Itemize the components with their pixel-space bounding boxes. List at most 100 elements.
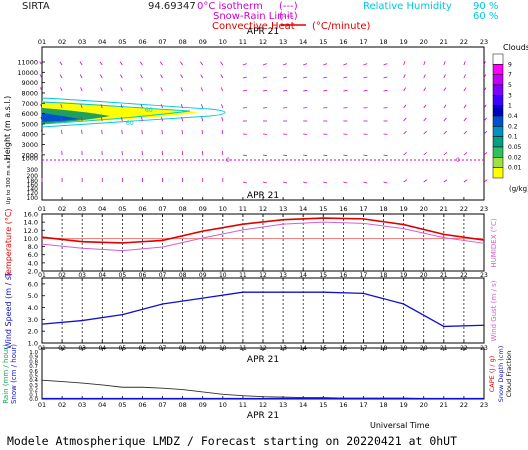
wind-barb xyxy=(140,87,143,92)
cloud-scale-label: 1 xyxy=(508,103,512,110)
cloud-scale-label: 7 xyxy=(508,72,512,79)
hour-tick-label-bottom: 14 xyxy=(299,401,307,409)
wind-barb xyxy=(99,61,103,66)
wind-barb xyxy=(383,76,388,79)
rh-legend-90: 90 % xyxy=(473,1,498,12)
cloud-scale-swatch xyxy=(492,105,504,117)
wind-barb xyxy=(403,117,407,122)
wind-barb xyxy=(303,76,308,79)
rh-legend-label: Relative Humidity xyxy=(363,1,452,12)
hour-tick-label-p2: 04 xyxy=(98,205,106,213)
cloud-scale-swatch xyxy=(492,167,504,179)
wind-barb xyxy=(282,76,288,79)
wind-barb xyxy=(180,61,183,66)
wind-barb xyxy=(100,104,103,109)
wind-barb xyxy=(403,179,408,183)
isotherm-legend-dash: (---) xyxy=(279,1,298,12)
wind-panel: Wind Speed (m / s) Wind Gust (m / s) 1.0… xyxy=(4,272,498,365)
cloud-scale-swatch xyxy=(492,126,504,137)
temperature-tick-label: 16.0 xyxy=(24,211,38,219)
hour-tick-label-top: 16 xyxy=(339,38,347,46)
temperature-axis-label: Temperature (°C) xyxy=(4,208,13,278)
cloud-fraction-axis-label: Cloud Fraction xyxy=(505,351,513,398)
hour-tick-label-top: 05 xyxy=(118,38,126,46)
cloud-scale: Clouds (g/kg) 9 7 5 3 1 0.4 0.2 0.1 0.05 0.02 0.01 xyxy=(492,43,528,193)
hour-tick-label-bottom: 08 xyxy=(178,401,186,409)
height-tick-label: 6000 xyxy=(21,110,38,118)
wind-barb xyxy=(159,61,163,66)
universal-time-label: Universal Time xyxy=(370,421,430,430)
wind-barb xyxy=(403,104,407,109)
wind-barb xyxy=(160,74,163,79)
wind-barb xyxy=(383,154,388,157)
wind-barb xyxy=(60,117,63,122)
wind-barb xyxy=(200,87,204,92)
wind-barb xyxy=(200,74,204,79)
wind-barb xyxy=(140,104,143,109)
hour-tick-label-bottom: 12 xyxy=(259,401,267,409)
wind-speed-series-line xyxy=(41,291,485,328)
wind-barb xyxy=(80,87,83,92)
wind-barb xyxy=(39,61,43,66)
hour-tick-label-bottom: 02 xyxy=(58,401,66,409)
wind-panel-frame xyxy=(41,277,485,344)
hour-tick-label-p2: 08 xyxy=(178,205,186,213)
height-axis-label-low: Up to 300 m a.s.l. xyxy=(6,155,12,204)
snow-rain-legend-dash: (---) xyxy=(279,11,298,22)
cloud-scale-label: 3 xyxy=(508,92,512,99)
wind-barb xyxy=(100,87,103,92)
wind-barb xyxy=(262,154,268,157)
wind-barb xyxy=(443,117,447,122)
hour-tick-label-p2: 15 xyxy=(319,205,327,213)
height-tick-label: 2000 xyxy=(21,151,38,159)
convective-legend-label: Convective Heat xyxy=(212,21,295,32)
hour-tick-label-p2: 19 xyxy=(399,205,407,213)
precip-tick-label: 0.5 xyxy=(29,374,38,380)
hour-tick-label-bottom: 11 xyxy=(239,401,247,409)
hour-tick-label-bottom: 03 xyxy=(78,401,86,409)
temperature-panel-frame xyxy=(41,213,485,272)
hour-tick-label-p3: 06 xyxy=(139,272,147,279)
hour-tick-label-p2: 17 xyxy=(359,205,367,213)
cloud-scale-unit: (g/kg) xyxy=(509,185,528,193)
wind-barb xyxy=(463,179,468,183)
hour-tick-label-bottom: 10 xyxy=(219,401,227,409)
temperature-tick-label: 6.0 xyxy=(28,251,38,259)
hour-tick-label-bottom: 21 xyxy=(440,401,448,409)
isotherm-legend-label: 0°C isotherm xyxy=(197,1,263,12)
height-tick-label: 1000 xyxy=(21,155,38,163)
rh-contour-label-1: 60 xyxy=(145,107,153,114)
wind-tick-label: 6.0 xyxy=(28,280,38,288)
wind-tick-label: 4.0 xyxy=(28,304,38,312)
cloud-scale-swatch xyxy=(492,136,504,148)
wind-barb xyxy=(483,179,488,183)
wind-tick-label: 1.0 xyxy=(28,340,38,348)
height-tick-label: 4000 xyxy=(21,131,38,139)
wind-barb xyxy=(79,74,83,79)
wind-barb xyxy=(141,129,143,135)
wind-barb xyxy=(443,179,448,183)
wind-barb xyxy=(119,61,123,66)
rh-contours xyxy=(41,97,226,128)
hour-tick-label-p2: 06 xyxy=(138,205,146,213)
height-tick-label: 3000 xyxy=(21,141,38,149)
hour-tick-label-p2: 21 xyxy=(440,205,448,213)
wind-barb xyxy=(283,154,288,157)
wind-barb xyxy=(283,89,288,92)
wind-barb xyxy=(443,61,446,66)
hour-tick-label-bottom: 06 xyxy=(138,401,146,409)
hour-tick-label-bottom: 19 xyxy=(399,401,407,409)
hour-tick-label-bottom: 13 xyxy=(279,401,287,409)
temperature-series-line xyxy=(41,217,485,244)
wind-barb xyxy=(303,154,308,157)
wind-tick-label: 5.0 xyxy=(28,292,38,300)
wind-barb xyxy=(221,129,224,135)
cloud-y-ticks: 2000 3000 4000 5000 6000 7000 8000 9000 10000 110… xyxy=(17,59,45,202)
hour-tick-label-p2: 05 xyxy=(118,205,126,213)
hour-tick-label-bottom: 01 xyxy=(38,401,46,409)
hour-tick-label-p2: 10 xyxy=(219,205,227,213)
station-name: SIRTA xyxy=(22,1,50,12)
hour-tick-label-p3: 16 xyxy=(340,272,348,279)
wind-barb xyxy=(180,74,183,79)
height-low-tick-label: 140 xyxy=(27,186,39,193)
